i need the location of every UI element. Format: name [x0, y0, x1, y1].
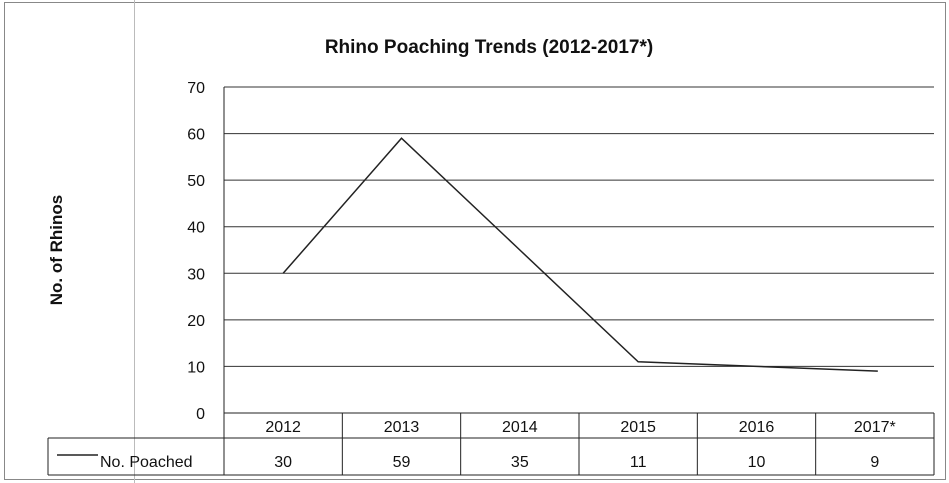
data-table: 2012 2013 2014 2015 2016 2017* No. Poached 30 59… [47, 413, 935, 476]
y-tick-label: 10 [187, 359, 205, 376]
y-tick-label: 40 [187, 220, 205, 237]
y-axis-label: No. of Rhinos [47, 195, 66, 305]
table-value-cell: 11 [630, 454, 647, 471]
x-category-label: 2016 [739, 419, 775, 436]
x-category-label: 2012 [265, 419, 301, 436]
series-line-no-poached [282, 137, 878, 372]
table-value-cell: 9 [870, 454, 879, 471]
y-tick-label: 30 [187, 266, 205, 283]
x-category-label: 2013 [384, 419, 420, 436]
table-value-cell: 10 [748, 454, 766, 471]
table-value-cell: 35 [511, 454, 529, 471]
y-tick-label: 20 [187, 313, 205, 330]
x-category-label: 2017* [854, 419, 896, 436]
series-lines [282, 137, 878, 372]
legend-series-name: No. Poached [100, 454, 193, 471]
table-value-cell: 30 [274, 454, 292, 471]
y-tick-label: 50 [187, 173, 205, 190]
chart-title: Rhino Poaching Trends (2012-2017*) [325, 37, 653, 58]
y-tick-label: 60 [187, 127, 205, 144]
chart-frame [4, 2, 946, 480]
y-tick-labels: 0 10 20 30 40 50 60 70 [187, 80, 205, 423]
x-category-label: 2015 [620, 419, 656, 436]
x-category-label: 2014 [502, 419, 538, 436]
scan-artifact-line [134, 0, 135, 483]
table-value-cell: 59 [393, 454, 411, 471]
y-tick-label: 0 [196, 406, 205, 423]
y-tick-label: 70 [187, 80, 205, 97]
